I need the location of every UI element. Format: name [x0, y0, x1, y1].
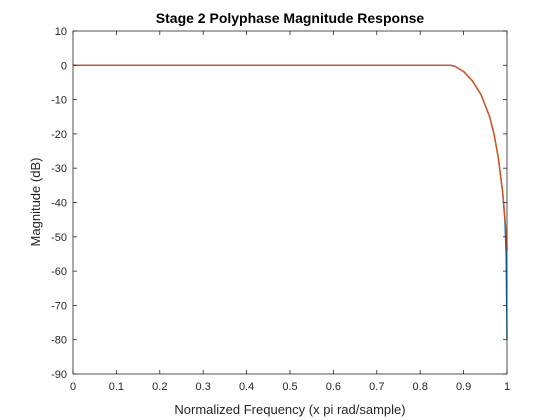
x-tick-label: 1	[504, 381, 510, 393]
x-axis-label: Normalized Frequency (x pi rad/sample)	[174, 402, 405, 417]
y-tick-label: -40	[51, 198, 67, 210]
chart-title: Stage 2 Polyphase Magnitude Response	[156, 10, 425, 26]
y-tick-label: -10	[51, 95, 67, 107]
x-tick-label: 0.7	[369, 381, 384, 393]
x-tick-label: 0.8	[413, 381, 428, 393]
axes-layer: 0 0.1 0.2 0.3 0.4 0.5 0.6 0.7 0.8 0.9 1 10 0 -10 -20 -3…	[51, 26, 510, 393]
plot-area	[73, 31, 507, 374]
x-tick-label: 0.5	[282, 381, 297, 393]
y-tick-label: -90	[51, 369, 67, 381]
x-tick-label: 0.3	[196, 381, 211, 393]
y-tick-label: 10	[55, 26, 67, 38]
x-tick-label: 0.9	[456, 381, 471, 393]
y-tick-label: -60	[51, 266, 67, 278]
series-layer	[73, 64, 508, 340]
x-tick-label: 0.6	[326, 381, 341, 393]
x-tick-label: 0	[70, 381, 76, 393]
x-tick-label: 0.4	[239, 381, 254, 393]
y-tick-label: -80	[51, 335, 67, 347]
y-tick-label: -50	[51, 232, 67, 244]
y-tick-label: -30	[51, 163, 67, 175]
series-line-2	[73, 64, 508, 251]
x-tick-label: 0.2	[152, 381, 167, 393]
y-tick-label: 0	[61, 60, 67, 72]
x-tick-label: 0.1	[109, 381, 124, 393]
y-tick-label: -20	[51, 129, 67, 141]
y-axis-label: Magnitude (dB)	[28, 158, 43, 247]
y-tick-label: -70	[51, 300, 67, 312]
